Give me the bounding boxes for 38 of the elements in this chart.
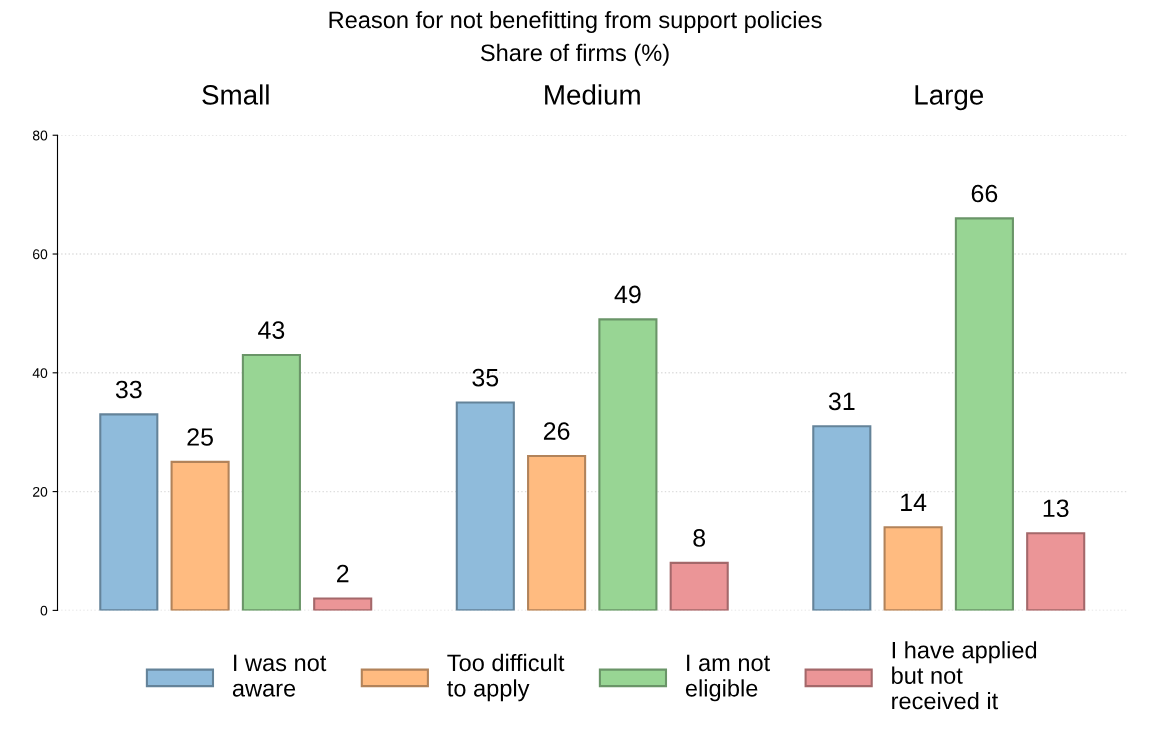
legend-label: Too difficult to apply: [447, 653, 565, 702]
bar: [1026, 532, 1086, 611]
y-tick-label: 0: [40, 605, 48, 616]
y-tick-label: 40: [32, 368, 48, 378]
y-tick-label: 80: [32, 130, 48, 141]
bar: [598, 318, 658, 611]
bar: [883, 526, 943, 611]
data-label: 35: [472, 368, 499, 387]
data-label: 25: [187, 428, 213, 446]
data-label: 13: [1043, 499, 1069, 518]
legend-label: I was not aware: [232, 654, 327, 697]
bar: [812, 425, 872, 611]
bar: [170, 460, 230, 611]
bar: [527, 454, 587, 611]
x-tick-label: Large: [915, 85, 984, 111]
data-label: 33: [115, 380, 142, 399]
data-label: 43: [258, 321, 285, 339]
legend-label: I am not eligible: [685, 654, 771, 702]
bar: [241, 353, 301, 611]
bar: [669, 561, 729, 611]
x-tick-label: Small: [202, 84, 269, 105]
data-label: 26: [543, 422, 570, 440]
bar: [954, 217, 1014, 611]
data-label: 49: [614, 285, 641, 304]
y-tick-label: 20: [33, 486, 48, 497]
x-tick-label: Medium: [545, 84, 640, 105]
data-label: 2: [337, 564, 349, 583]
data-label: 66: [971, 184, 998, 203]
bar: [455, 401, 515, 611]
data-label: 8: [693, 529, 706, 547]
legend-label: I have applied but not received it: [892, 641, 1037, 710]
y-tick-label: 60: [33, 249, 48, 260]
data-label: 31: [828, 392, 855, 411]
data-label: 14: [901, 493, 927, 511]
bar: [99, 413, 159, 611]
chart-subtitle: Share of firms (%): [480, 43, 669, 66]
bar: [313, 597, 373, 611]
chart-title: Reason for not benefitting from support policies: [329, 10, 822, 33]
